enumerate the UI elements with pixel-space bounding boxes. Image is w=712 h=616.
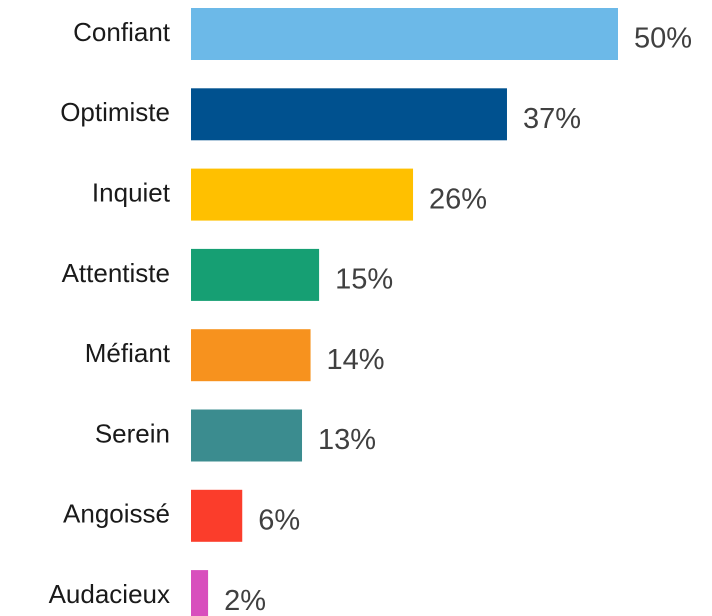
category-label: Inquiet [92,177,171,207]
category-label: Audacieux [49,579,170,609]
category-label: Serein [95,418,170,448]
bar [191,8,618,60]
bar [191,409,303,462]
bar [191,168,414,221]
value-label: 37% [523,103,581,135]
bar [191,489,243,542]
value-label: 13% [318,424,376,456]
value-label: 15% [335,264,393,296]
value-label: 2% [224,585,266,616]
bar [191,248,320,301]
bar [191,570,209,616]
bar [191,329,311,382]
value-label: 26% [429,183,487,215]
category-label: Méfiant [85,338,171,368]
category-label: Angoissé [63,499,170,529]
category-label: Confiant [73,17,171,47]
category-label: Optimiste [60,97,170,127]
value-label: 50% [634,23,692,55]
value-label: 6% [258,504,300,536]
value-label: 14% [327,344,385,376]
category-label: Attentiste [62,258,170,288]
bar [191,88,507,141]
